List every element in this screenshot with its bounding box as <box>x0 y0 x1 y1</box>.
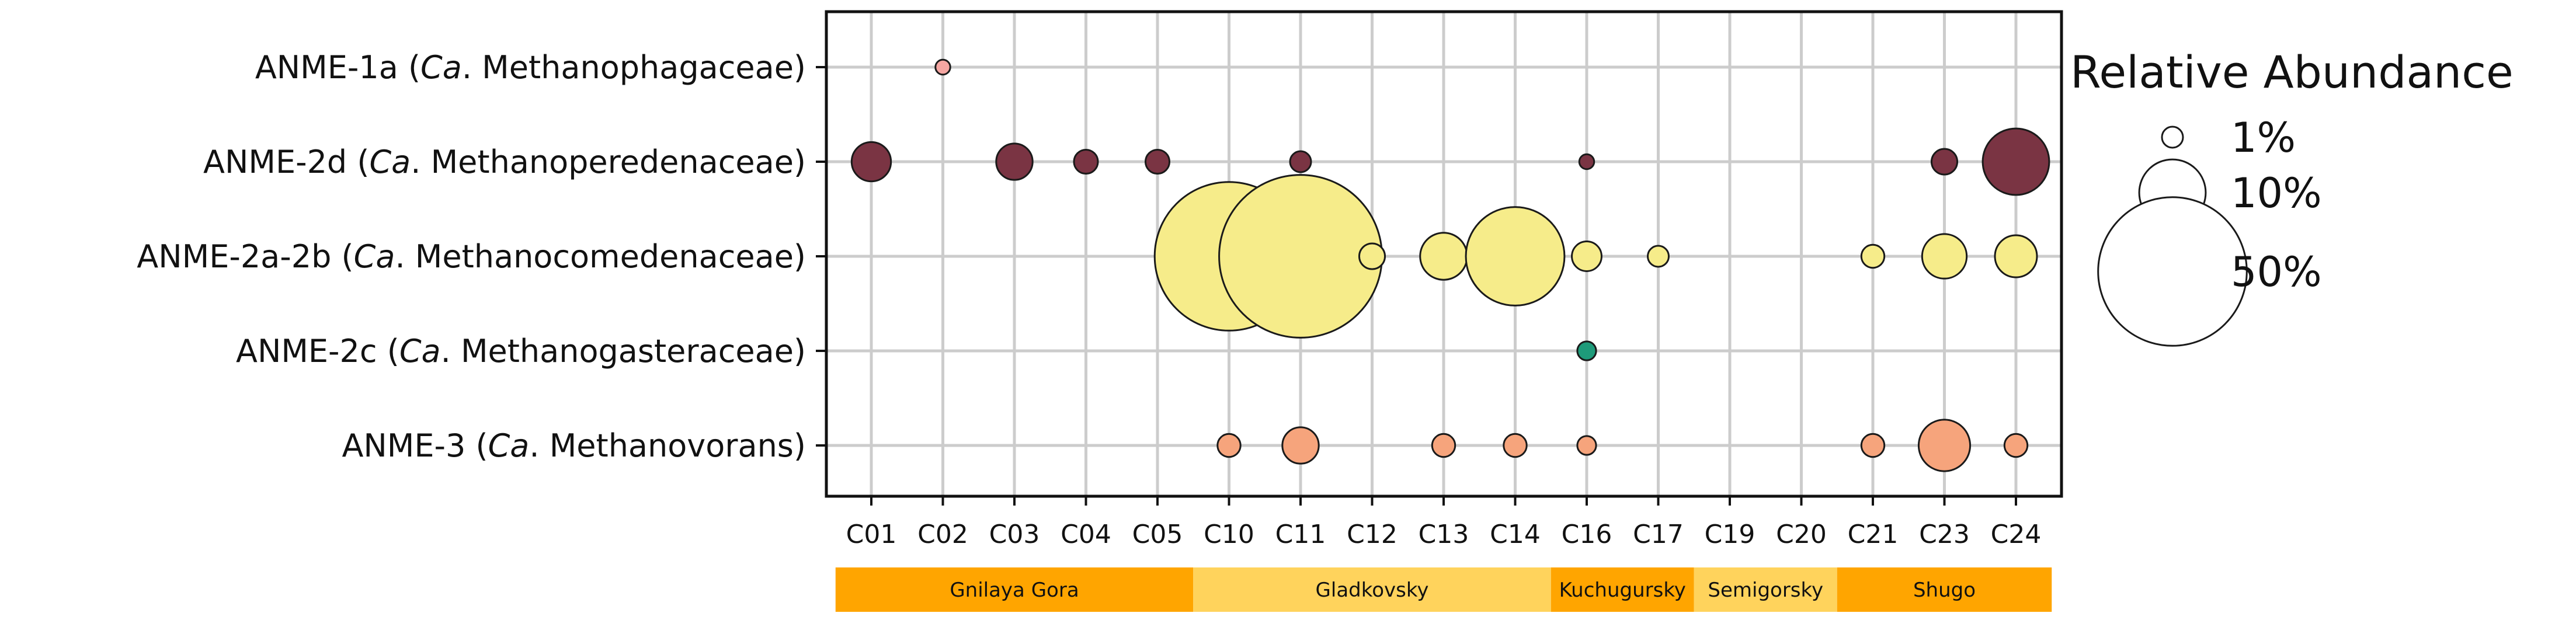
y-axis-label-part: ANME-1a ( <box>255 49 420 86</box>
x-tick-label: C01 <box>846 520 897 549</box>
bubble-point <box>850 141 892 183</box>
y-axis-label: ANME-2a-2b (Ca. Methanocomedenaceae) <box>137 238 806 275</box>
bubble-point <box>1921 233 1968 280</box>
x-tick-label: C12 <box>1347 520 1397 549</box>
y-axis-label-part: ANME-3 ( <box>342 427 488 464</box>
x-tick-label: C04 <box>1061 520 1111 549</box>
site-segment <box>1694 567 1837 612</box>
x-tick-label: C03 <box>989 520 1040 549</box>
y-axis-label-part: . Methanocomedenaceae) <box>395 238 806 275</box>
y-axis-label: ANME-2c (Ca. Methanogasteraceae) <box>236 333 806 370</box>
bubble-point <box>1930 148 1959 176</box>
site-band: Gnilaya Gora Gladkovsky Kuchugursky Semigor… <box>835 567 2052 612</box>
y-axis-label-part: ANME-2c ( <box>236 333 399 370</box>
x-tick-label: C05 <box>1132 520 1183 549</box>
bubble-point <box>1289 150 1312 173</box>
bubble-point <box>1576 340 1597 361</box>
x-tick-label: C02 <box>917 520 968 549</box>
y-axis-label-italic: Ca <box>420 49 462 86</box>
x-tick-label: C13 <box>1419 520 1469 549</box>
legend-label: 10% <box>2231 169 2322 217</box>
y-axis-label-italic: Ca <box>354 238 395 275</box>
site-segment <box>835 567 1194 612</box>
bubble-point <box>1216 433 1242 458</box>
site-label: Gladkovsky <box>1316 579 1429 602</box>
bubble-point <box>1431 433 1456 458</box>
bubble-point <box>1144 148 1171 175</box>
site-label: Gnilaya Gora <box>950 579 1079 602</box>
x-tick-label: C23 <box>1919 520 1970 549</box>
bubble-point <box>1281 426 1320 465</box>
bubble-point <box>934 58 951 76</box>
y-axis-label: ANME-3 (Ca. Methanovorans) <box>342 427 806 464</box>
bubble-point <box>1571 241 1602 272</box>
x-tick-label: C14 <box>1490 520 1541 549</box>
y-axis-label-part: . Methanophagaceae) <box>462 49 806 86</box>
bubble-point <box>1576 435 1597 456</box>
bubble-point <box>995 142 1034 181</box>
y-axis-label-part: . Methanovorans) <box>529 427 806 464</box>
y-axis-label-italic: Ca <box>399 333 441 370</box>
y-axis-label-italic: Ca <box>488 427 530 464</box>
bubble-point <box>1647 245 1670 268</box>
bubble-layer <box>850 58 2050 472</box>
bubble-point <box>1218 174 1383 339</box>
x-tick-label: C19 <box>1705 520 1755 549</box>
bubble-point <box>1860 433 1886 458</box>
x-axis-tick-labels: C01 C02 C03 C04 C05 C10 C11 C12 C13 C14 C16 C17 C19 C… <box>846 496 2042 549</box>
y-axis-label-italic: Ca <box>369 144 411 180</box>
x-tick-label: C16 <box>1562 520 1612 549</box>
x-tick-label: C11 <box>1275 520 1326 549</box>
y-axis-label-part: . Methanogasteraceae) <box>441 333 806 370</box>
y-axis-label: ANME-1a (Ca. Methanophagaceae) <box>255 49 806 86</box>
site-label: Semigorsky <box>1708 579 1823 602</box>
site-segment <box>1193 567 1551 612</box>
x-tick-label: C21 <box>1848 520 1899 549</box>
bubble-point <box>2003 433 2029 458</box>
bubble-point <box>1073 148 1099 175</box>
bubble-point <box>1465 206 1566 306</box>
bubble-point <box>1419 232 1468 281</box>
site-segment <box>1551 567 1694 612</box>
site-segment <box>1837 567 2052 612</box>
bubble-point <box>1578 153 1595 170</box>
x-tick-label: C17 <box>1633 520 1684 549</box>
site-label: Kuchugursky <box>1559 579 1686 602</box>
legend-marker <box>2161 126 2184 149</box>
legend-label: 50% <box>2231 248 2322 296</box>
site-label: Shugo <box>1913 579 1976 602</box>
bubble-point <box>1981 127 2050 196</box>
legend-marker <box>2097 196 2248 347</box>
bubble-point <box>1917 419 1972 472</box>
bubble-point <box>1994 234 2038 278</box>
bubble-point <box>1358 242 1386 270</box>
legend: Relative Abundance 1% 10% 50% <box>2070 46 2514 347</box>
y-axis-label-part: ANME-2a-2b ( <box>137 238 353 275</box>
bubble-point <box>1503 433 1528 458</box>
x-tick-label: C24 <box>1991 520 2042 549</box>
y-axis-label-part: ANME-2d ( <box>203 144 369 180</box>
bubble-point <box>1860 243 1886 269</box>
x-tick-label: C20 <box>1776 520 1827 549</box>
legend-label: 1% <box>2231 114 2296 162</box>
y-axis-label: ANME-2d (Ca. Methanoperedenaceae) <box>203 144 806 180</box>
y-axis-labels: ANME-1a (Ca. Methanophagaceae)ANME-2d (C… <box>137 49 826 464</box>
legend-title: Relative Abundance <box>2070 46 2514 98</box>
x-tick-label: C10 <box>1204 520 1254 549</box>
y-axis-label-part: . Methanoperedenaceae) <box>411 144 806 180</box>
